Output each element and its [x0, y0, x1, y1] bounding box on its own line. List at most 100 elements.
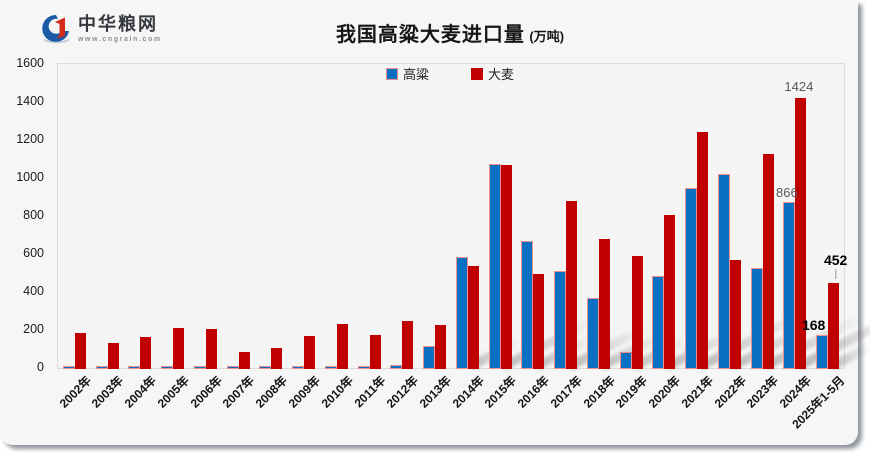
bar-barley-2025年1-5月 [828, 283, 840, 369]
bar-sorghum-2003年 [95, 365, 108, 369]
x-tick-2008年: 2008年 [252, 373, 291, 411]
bar-barley-2015年 [500, 165, 512, 369]
bar-barley-2018年 [598, 239, 610, 369]
bar-group-2005年 [156, 64, 189, 369]
bar-barley-2011年 [369, 335, 381, 369]
bar-group-2016年 [517, 64, 596, 370]
x-tick-2014年: 2014年 [449, 373, 487, 411]
x-tick-2022年: 2022年 [711, 373, 749, 411]
site-url: www.cngrain.com [78, 36, 162, 43]
x-axis-labels: 2002年 2003年 2004年 2005年 2006年 2007年 2008年 2009年… [56, 369, 847, 445]
bar-group-2004年 [124, 64, 157, 369]
bar-sorghum-2002年 [62, 365, 75, 369]
point-label: 1424 [784, 79, 813, 94]
bar-barley-2023年 [762, 153, 774, 369]
x-tick-2021年: 2021年 [678, 373, 716, 411]
chart-title: 我国高粱大麦进口量 (万吨) [57, 18, 843, 47]
legend-item-barley: 大麦 [471, 64, 514, 83]
x-tick-2020年: 2020年 [645, 373, 684, 411]
bar-sorghum-2013年 [423, 346, 436, 369]
chart-title-unit: (万吨) [529, 29, 565, 44]
x-tick-2010年: 2010年 [318, 373, 356, 411]
bar-group-2018年 [582, 64, 663, 370]
site-name: 中华粮网 [78, 14, 158, 34]
bar-group-2013年 [418, 64, 451, 369]
y-tick-1600: 1600 [16, 56, 44, 70]
point-label: 866 [776, 185, 798, 200]
bar-sorghum-2007年 [226, 365, 239, 369]
bar-sorghum-2004年 [128, 365, 141, 369]
bar-group-2008年 [255, 64, 288, 369]
bar-group-2003年 [91, 64, 124, 369]
bar-barley-2019年 [631, 256, 643, 369]
bar-sorghum-2025年1-5月 [816, 335, 829, 369]
cngrain-logo-icon [42, 14, 69, 44]
bar-group-2011年 [353, 64, 386, 369]
bar-barley-2005年 [173, 327, 185, 369]
site-logo: 中华粮网 www.cngrain.com [38, 13, 162, 45]
bar-barley-2017年 [566, 200, 578, 369]
bar-sorghum-2022年 [717, 174, 730, 369]
bar-sorghum-2014年 [455, 257, 468, 369]
bar-group-2012年 [386, 64, 419, 369]
bar-sorghum-2008年 [259, 365, 272, 369]
bar-sorghum-2010年 [324, 365, 337, 369]
bar-barley-2013年 [435, 324, 447, 369]
bar-barley-2016年 [533, 274, 545, 369]
bar-barley-2008年 [271, 348, 283, 369]
bar-barley-2014年 [467, 266, 479, 369]
x-tick-2011年: 2011年 [351, 373, 389, 411]
bar-group-2023年 [746, 64, 864, 370]
y-tick-200: 200 [23, 322, 44, 336]
bar-sorghum-2019年 [619, 351, 632, 369]
bar-barley-2003年 [107, 343, 119, 369]
x-tick-2017年: 2017年 [547, 373, 585, 411]
bar-sorghum-2017年 [554, 270, 567, 369]
bar-barley-2010年 [336, 323, 348, 369]
bar-sorghum-2012年 [390, 365, 403, 369]
y-tick-1000: 1000 [16, 170, 44, 184]
bar-barley-2007年 [238, 351, 250, 369]
y-tick-1400: 1400 [16, 94, 44, 108]
bar-group-2017年 [549, 64, 647, 370]
data-label-452: 452 [823, 252, 848, 269]
bar-sorghum-2018年 [586, 297, 599, 369]
bar-sorghum-2009年 [292, 365, 305, 369]
x-tick-2005年: 2005年 [154, 373, 192, 411]
x-tick-2006年: 2006年 [187, 373, 225, 411]
point-label: 452 [823, 252, 848, 280]
bar-group-2015年 [484, 64, 597, 370]
bar-group-2002年 [58, 64, 91, 369]
bar-group-2007年 [222, 64, 255, 369]
data-label-1424: 1424 [784, 79, 814, 95]
chart-title-text: 我国高粱大麦进口量 [335, 24, 525, 46]
bar-barley-2021年 [697, 131, 709, 369]
chart-card: 中华粮网 www.cngrain.com 我国高粱大麦进口量 (万吨) 高粱 大… [0, 13, 870, 445]
bar-sorghum-2020年 [652, 275, 665, 369]
bar-sorghum-2016年 [521, 240, 534, 369]
bar-group-2010年 [320, 64, 353, 369]
legend-label-sorghum: 高粱 [402, 67, 429, 82]
bar-barley-2024年 [795, 98, 807, 369]
bar-group-2006年 [189, 64, 222, 369]
x-tick-2004年: 2004年 [121, 373, 160, 411]
bar-group-2022年 [713, 64, 822, 370]
x-tick-2019年: 2019年 [613, 373, 651, 411]
x-tick-2003年: 2003年 [89, 373, 127, 411]
y-tick-600: 600 [23, 246, 44, 260]
x-tick-2023年: 2023年 [744, 373, 782, 411]
bar-group-2009年 [287, 64, 320, 369]
bar-group-2019年 [615, 64, 688, 370]
x-tick-2012年: 2012年 [383, 373, 422, 411]
bar-group-2014年 [451, 64, 523, 370]
y-tick-1200: 1200 [16, 132, 44, 146]
bar-group-2025年1-5月 [811, 64, 870, 370]
y-axis-labels: 0 200 400 600 800 1000 1200 1400 1600 [0, 56, 50, 374]
label-leader-line [835, 269, 837, 280]
y-tick-400: 400 [23, 284, 44, 298]
legend-label-barley: 大麦 [488, 67, 515, 82]
bar-barley-2009年 [304, 335, 316, 369]
x-tick-2002年: 2002年 [56, 373, 94, 411]
x-tick-2016年: 2016年 [514, 373, 553, 411]
x-tick-2009年: 2009年 [285, 373, 323, 411]
